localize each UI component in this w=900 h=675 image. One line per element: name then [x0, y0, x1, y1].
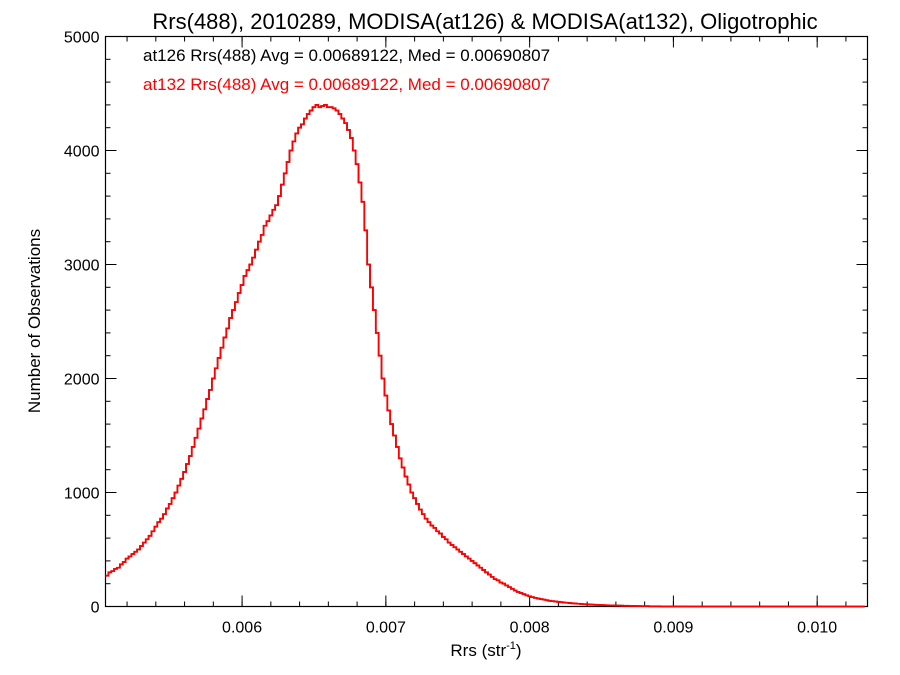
x-tick-label: 0.007 — [366, 620, 406, 637]
y-tick-label: 1000 — [64, 486, 100, 503]
annotation-at132: at132 Rrs(488) Avg = 0.00689122, Med = 0… — [143, 75, 550, 94]
histogram-series-at132 — [105, 104, 865, 608]
y-tick-label: 4000 — [64, 144, 100, 161]
y-tick-label: 5000 — [64, 30, 100, 47]
x-axis-label: Rrs (str-1) — [450, 640, 521, 660]
y-axis-label: Number of Observations — [25, 229, 44, 413]
x-tick-label: 0.009 — [653, 620, 693, 637]
annotation-at126: at126 Rrs(488) Avg = 0.00689122, Med = 0… — [143, 46, 550, 65]
y-tick-label: 0 — [91, 600, 100, 617]
x-axis-label-end: ) — [516, 641, 522, 660]
x-axis-label-main: Rrs (str — [450, 641, 506, 660]
y-tick-label: 3000 — [64, 258, 100, 275]
x-tick-label: 0.006 — [222, 620, 262, 637]
y-tick-label: 2000 — [64, 372, 100, 389]
series-layer — [105, 104, 865, 608]
x-axis-label-superscript: -1 — [506, 640, 516, 652]
x-tick-label: 0.010 — [797, 620, 837, 637]
x-tick-label: 0.008 — [510, 620, 550, 637]
plot-frame — [104, 35, 869, 608]
chart-title: Rrs(488), 2010289, MODISA(at126) & MODIS… — [152, 9, 817, 34]
axis-ticks: 0.006 0.007 0.008 0.009 0.010 0 1000 2000 3000 40… — [64, 30, 868, 637]
histogram-series-at126 — [105, 104, 865, 608]
